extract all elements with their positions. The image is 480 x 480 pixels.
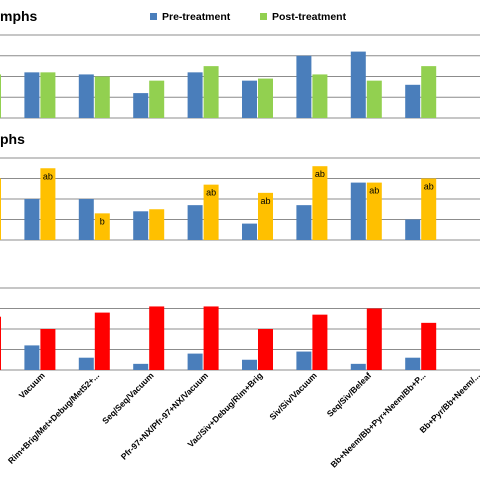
chart-title: phs [0, 131, 25, 147]
chart-panel-3 [0, 287, 480, 371]
bar-series-1 [405, 84, 421, 118]
bar-series-2 [149, 80, 165, 118]
bar-series-1 [296, 351, 312, 370]
bar-series-2 [312, 166, 328, 240]
bar-series-1 [350, 182, 366, 240]
bar-series-1 [133, 363, 149, 370]
bar-series-2 [203, 306, 219, 370]
bar-annotation: ab [424, 182, 434, 192]
bar-series-1 [296, 55, 312, 118]
bar-series-1 [350, 51, 366, 118]
bar-series-1 [24, 199, 40, 240]
bar-series-1 [187, 72, 203, 118]
bar-series-1 [24, 345, 40, 370]
bar-series-2 [421, 322, 437, 370]
bar-series-2 [149, 209, 165, 240]
bar-series-2 [203, 184, 219, 240]
bar-series-2 [421, 66, 437, 118]
bar-series-2 [258, 192, 273, 240]
bar-annotation: ab [369, 186, 379, 196]
legend-label: Post-treatment [272, 11, 347, 23]
legend-swatch [150, 13, 157, 20]
bar-annotation: ab [260, 196, 270, 206]
bar-series-2 [94, 213, 110, 240]
bar-series-1 [24, 72, 40, 118]
legend-label: Pre-treatment [162, 11, 231, 23]
bar-series-2 [40, 72, 56, 118]
bar-series-2 [366, 80, 382, 118]
bar-series-1 [133, 93, 149, 118]
chart-panel-2: phsababbababababab [0, 131, 480, 241]
bar-series-2 [366, 182, 382, 240]
bar-series-1 [242, 223, 257, 240]
bar-annotation: b [100, 216, 105, 226]
bar-series-2 [0, 178, 1, 240]
bar-series-1 [350, 363, 366, 370]
bar-series-2 [258, 78, 273, 118]
bar-series-2 [94, 76, 110, 118]
bar-series-1 [78, 357, 94, 370]
bar-annotation: ab [43, 171, 53, 181]
bar-series-2 [94, 312, 110, 370]
bar-annotation: ab [315, 169, 325, 179]
bar-series-1 [187, 205, 203, 240]
bar-series-1 [78, 199, 94, 240]
bar-series-1 [405, 357, 421, 370]
bar-series-2 [421, 178, 437, 240]
bar-series-2 [203, 66, 219, 118]
bar-series-1 [242, 80, 257, 118]
legend-swatch [260, 13, 267, 20]
bar-series-1 [242, 359, 257, 370]
bar-series-2 [258, 329, 273, 370]
bar-series-1 [78, 74, 94, 118]
bar-annotation: ab [206, 188, 216, 198]
bar-series-2 [0, 316, 1, 370]
bar-series-2 [40, 329, 56, 370]
bar-series-2 [149, 306, 165, 370]
chart-title: mphs [0, 8, 38, 24]
chart-panel-1: mphs [0, 8, 480, 119]
bar-series-2 [312, 74, 328, 118]
bar-series-2 [0, 74, 1, 118]
bar-series-1 [187, 353, 203, 370]
bar-series-2 [40, 168, 56, 240]
bar-series-1 [296, 205, 312, 240]
bar-series-2 [366, 308, 382, 370]
bar-series-2 [312, 314, 328, 370]
bar-series-1 [405, 219, 421, 240]
bar-series-1 [133, 211, 149, 240]
